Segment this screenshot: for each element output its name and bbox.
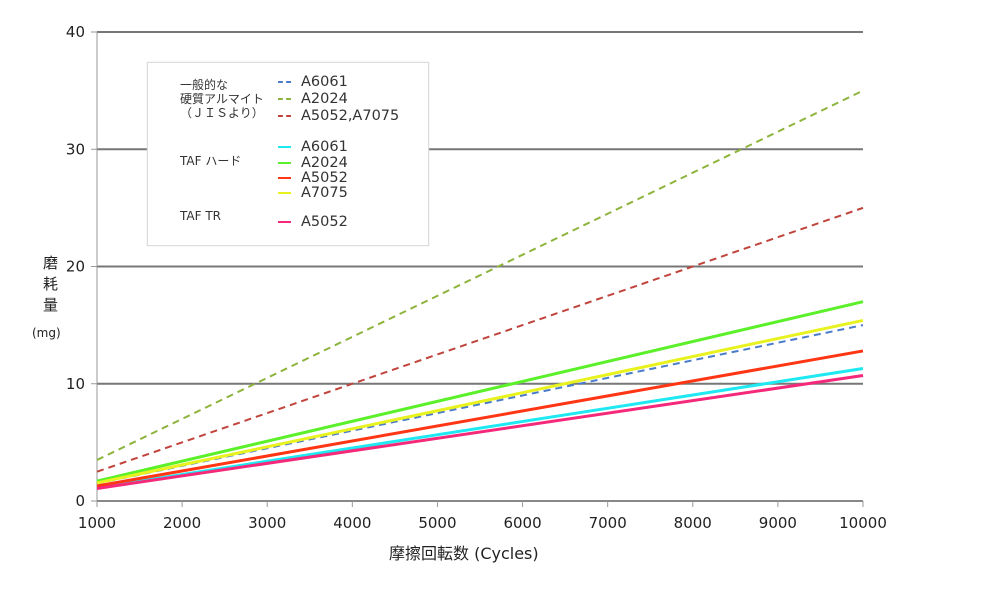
- legend: 一般的な 硬質アルマイト （ＪＩＳより） TAF ハード TAF TR A6061 A202…: [147, 62, 429, 246]
- legend-label: A2024: [301, 155, 348, 171]
- legend-swatch: [278, 98, 291, 100]
- legend-item: A5052: [278, 171, 348, 186]
- legend-label: A6061: [301, 139, 348, 155]
- legend-group-label: TAF TR: [180, 209, 221, 223]
- x-tick-label: 4000: [333, 514, 371, 532]
- series-line-6: [96, 318, 864, 485]
- x-axis-label: 摩擦回転数 (Cycles): [389, 544, 539, 563]
- legend-swatch: [278, 221, 291, 223]
- legend-item: A5052: [278, 215, 348, 230]
- legend-group-label-line: TAF TR: [180, 209, 221, 223]
- legend-item: A7075: [278, 186, 348, 201]
- legend-label: A2024: [301, 91, 348, 107]
- series-line-3: [96, 367, 864, 490]
- y-tick-label: 0: [75, 492, 85, 510]
- series-line-2: [96, 206, 864, 473]
- legend-swatch: [278, 115, 291, 117]
- x-tick-label: 3000: [248, 514, 286, 532]
- y-axis-label: 磨耗量: [41, 255, 59, 318]
- series-line-1: [96, 89, 864, 461]
- series-line-4: [96, 300, 864, 483]
- x-tick-label: 2000: [163, 514, 201, 532]
- legend-swatch: [278, 162, 291, 164]
- x-tick-label: 8000: [674, 514, 712, 532]
- legend-swatch: [278, 177, 291, 179]
- x-tick-label: 6000: [503, 514, 541, 532]
- legend-group-label: 一般的な 硬質アルマイト （ＪＩＳより）: [180, 78, 264, 120]
- legend-label: A5052: [301, 170, 348, 186]
- y-tick-label: 10: [66, 375, 85, 393]
- legend-label: A5052: [301, 214, 348, 230]
- legend-item: A6061: [278, 75, 348, 90]
- legend-swatch: [278, 192, 291, 194]
- y-tick-label: 40: [66, 23, 85, 41]
- legend-label: A5052,A7075: [301, 108, 400, 124]
- series-line-0: [96, 324, 864, 485]
- legend-swatch: [278, 81, 291, 83]
- legend-item: A6061: [278, 140, 348, 155]
- legend-label: A6061: [301, 74, 348, 90]
- legend-item: A2024: [278, 92, 348, 107]
- legend-group-label-line: TAF ハード: [180, 154, 242, 168]
- x-tick-label: 10000: [839, 514, 887, 532]
- y-tick-label: 20: [66, 258, 85, 276]
- series-line-7: [96, 374, 864, 490]
- y-axis-unit: (mg): [32, 326, 61, 340]
- legend-group-label: TAF ハード: [180, 154, 241, 168]
- series-line-5: [96, 349, 864, 488]
- legend-group-label-line: 硬質アルマイト: [180, 92, 264, 106]
- legend-group-label-line: （ＪＩＳより）: [180, 106, 264, 120]
- x-tick-label: 5000: [418, 514, 456, 532]
- legend-item: A5052,A7075: [278, 109, 399, 124]
- x-tick-label: 9000: [759, 514, 797, 532]
- x-tick-label: 7000: [589, 514, 627, 532]
- legend-label: A7075: [301, 185, 348, 201]
- legend-item: A2024: [278, 156, 348, 171]
- legend-group-label-line: 一般的な: [180, 78, 229, 92]
- legend-swatch: [278, 146, 291, 148]
- y-tick-label: 30: [66, 140, 85, 158]
- x-tick-label: 1000: [78, 514, 116, 532]
